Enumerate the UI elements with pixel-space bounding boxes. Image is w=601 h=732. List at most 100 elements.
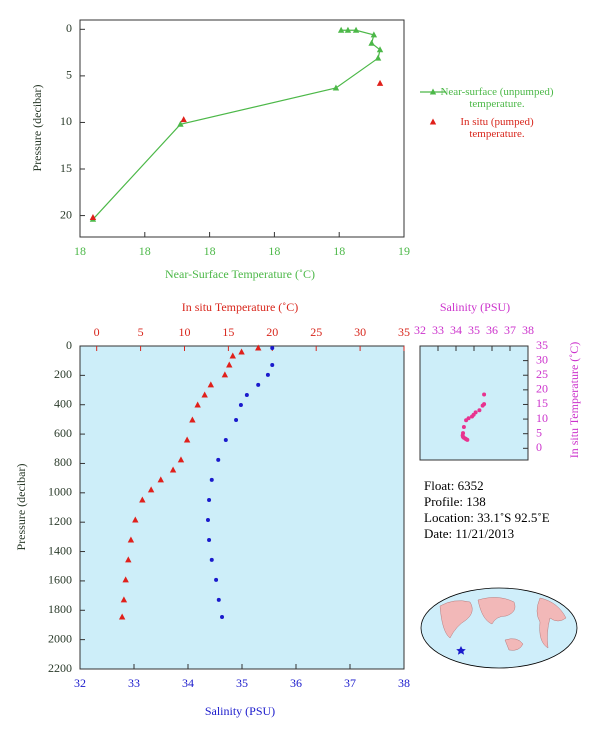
x-tick-label: 18	[268, 244, 280, 258]
marker	[209, 557, 214, 562]
marker	[221, 371, 229, 378]
marker	[234, 417, 239, 422]
marker	[207, 537, 212, 542]
x-tick-label: 33	[432, 323, 444, 337]
x2-tick-label: 15	[222, 325, 234, 339]
marker	[370, 31, 378, 38]
y-tick-label: 0	[66, 21, 72, 35]
x-tick-label: 32	[414, 323, 426, 337]
y-tick-label: 1800	[48, 602, 72, 616]
y-tick-label: 1200	[48, 514, 72, 528]
x-tick-label: 33	[128, 676, 140, 690]
marker	[207, 381, 215, 388]
marker	[238, 403, 243, 408]
marker	[127, 536, 135, 543]
x2-tick-label: 0	[94, 325, 100, 339]
y-tick-label: 15	[536, 396, 548, 410]
x-tick-label: 37	[504, 323, 516, 337]
x2-tick-label: 5	[138, 325, 144, 339]
plot-frame	[79, 19, 405, 238]
x-tick-label: 18	[139, 244, 151, 258]
marker	[255, 344, 262, 351]
map-float-star	[456, 646, 466, 655]
marker	[122, 576, 129, 583]
x-tick-label: 36	[290, 676, 302, 690]
x-tick-label: 38	[398, 676, 410, 690]
marker	[220, 615, 225, 620]
marker	[344, 26, 352, 33]
x-tick-label: 18	[333, 244, 345, 258]
marker	[180, 116, 187, 123]
y-tick-label: 15	[60, 161, 72, 175]
marker	[256, 382, 261, 387]
y-tick-label: 20	[536, 382, 548, 396]
x2-axis-title: In situ Temperature (˚C)	[182, 300, 299, 314]
y-tick-label: 600	[54, 426, 72, 440]
x-tick-label: 34	[450, 323, 462, 337]
x-tick-label: 35	[236, 676, 248, 690]
marker	[270, 362, 275, 367]
marker	[477, 408, 482, 413]
marker	[470, 414, 475, 419]
map-land	[504, 638, 524, 651]
marker	[209, 477, 214, 482]
map-land	[439, 600, 473, 639]
marker	[429, 88, 437, 95]
marker	[374, 54, 382, 61]
marker	[229, 352, 236, 359]
marker	[429, 118, 437, 125]
marker	[464, 418, 469, 423]
map-land	[477, 597, 516, 625]
marker	[270, 346, 275, 351]
series-line	[92, 29, 381, 220]
marker	[125, 556, 132, 563]
marker	[89, 213, 97, 220]
x-axis-title: Salinity (PSU)	[205, 704, 275, 718]
x-tick-label: 38	[522, 323, 534, 337]
y-tick-label: 20	[60, 207, 72, 221]
y-tick-label: 2000	[48, 631, 72, 645]
x-tick-label: 35	[468, 323, 480, 337]
marker	[226, 361, 233, 368]
x-tick-label: 36	[486, 323, 498, 337]
marker	[238, 348, 245, 355]
x2-tick-label: 25	[310, 325, 322, 339]
y-tick-label: 30	[536, 352, 548, 366]
x2-tick-label: 35	[398, 325, 410, 339]
legend-label: In situ (pumped) temperature.	[460, 116, 534, 140]
marker	[376, 46, 384, 53]
map	[420, 587, 578, 669]
marker	[216, 597, 221, 602]
y-tick-label: 400	[54, 396, 72, 410]
marker	[207, 498, 212, 503]
plot-background	[420, 346, 528, 460]
marker	[139, 496, 146, 503]
y-tick-label: 35	[536, 338, 548, 352]
x-tick-label: 37	[344, 676, 356, 690]
marker	[216, 457, 221, 462]
map-land	[536, 597, 567, 649]
marker	[244, 393, 249, 398]
marker	[368, 39, 375, 46]
y-tick-label: 1000	[48, 485, 72, 499]
marker	[118, 613, 126, 620]
plot-background	[80, 346, 404, 669]
marker	[205, 517, 210, 522]
marker	[265, 372, 270, 377]
marker	[482, 392, 487, 397]
x2-tick-label: 30	[354, 325, 366, 339]
legend-label: Near-surface (unpumped) temperature.	[440, 86, 554, 110]
marker	[157, 476, 164, 483]
marker	[461, 424, 466, 429]
x-axis-title: Near-Surface Temperature (˚C)	[165, 267, 315, 281]
y-tick-label: 0	[536, 440, 542, 454]
info-line: Float: 6352	[424, 478, 484, 493]
marker	[480, 403, 485, 408]
y-tick-label: 5	[66, 68, 72, 82]
x-tick-label: 18	[204, 244, 216, 258]
marker	[223, 437, 228, 442]
x-tick-label: 34	[182, 676, 194, 690]
y-tick-label: 10	[60, 114, 72, 128]
